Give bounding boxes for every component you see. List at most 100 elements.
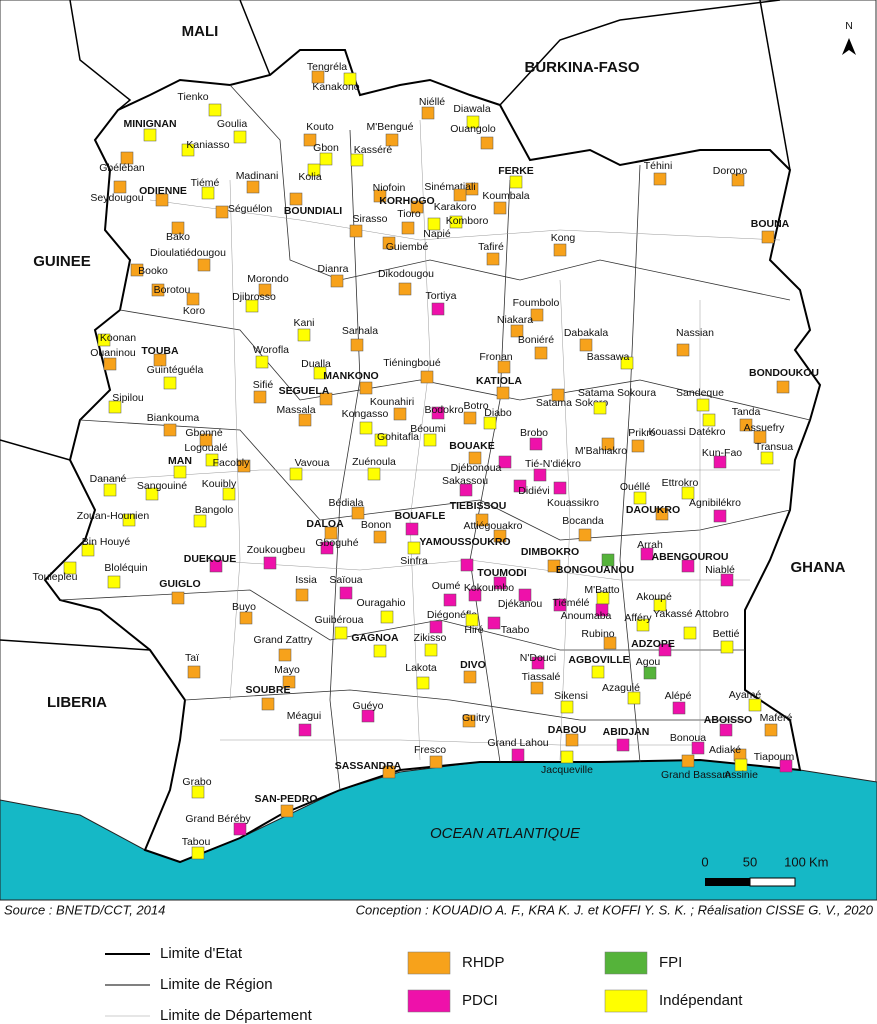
place-label: Gboguhé [315, 537, 358, 549]
north-label: N [845, 20, 853, 32]
place-marker [298, 723, 312, 737]
place-marker [261, 697, 275, 711]
place-marker [683, 626, 697, 640]
place-marker [398, 282, 412, 296]
place-label: MAN [168, 455, 192, 467]
place-label: Kouassi Datékro [648, 426, 725, 438]
place-marker [702, 413, 716, 427]
place-marker [373, 530, 387, 544]
place-label: Bédiala [328, 497, 363, 509]
credit: Conception : KOUADIO A. F., KRA K. J. et… [356, 902, 874, 917]
place-marker [351, 506, 365, 520]
place-label: Kounahiri [370, 396, 414, 408]
place-marker [720, 573, 734, 587]
place-label: DAOUKRO [626, 504, 680, 516]
place-label: Fronan [479, 351, 512, 363]
place-marker [201, 186, 215, 200]
place-marker [359, 381, 373, 395]
place-label: AGBOVILLE [568, 654, 629, 666]
legend-label: Limite de Département [160, 1007, 313, 1024]
place-label: Bettié [713, 628, 740, 640]
place-marker [565, 733, 579, 747]
place-label: BONDOUKOU [749, 367, 819, 379]
place-label: Sarhala [342, 325, 378, 337]
place-marker [63, 561, 77, 575]
place-label: Dualla [301, 358, 331, 370]
place-marker [181, 143, 195, 157]
neighbor-borders [0, 0, 791, 651]
place-label: Goulia [217, 118, 248, 130]
scale-tick-label: 100 [784, 854, 806, 869]
place-marker [319, 392, 333, 406]
place-label: Botro [463, 400, 488, 412]
place-label: BOUAKE [449, 440, 495, 452]
place-marker [761, 230, 775, 244]
place-marker [153, 353, 167, 367]
place-marker [171, 591, 185, 605]
place-label: ABIDJAN [603, 726, 650, 738]
place-marker [374, 433, 388, 447]
place-marker [423, 433, 437, 447]
place-label: Guitry [462, 712, 491, 724]
place-marker [416, 676, 430, 690]
place-label: Logoualé [184, 442, 227, 454]
place-label: Koumbala [482, 190, 529, 202]
place-marker [493, 576, 507, 590]
place-label: Kouibly [202, 478, 237, 490]
place-label: Kokoumbo [464, 582, 514, 594]
place-label: Tiassalé [522, 671, 561, 683]
place-label: MINIGNAN [123, 118, 176, 130]
place-marker [533, 468, 547, 482]
place-label: Arrah [637, 539, 663, 551]
scale-unit: Km [809, 854, 829, 869]
place-marker [553, 243, 567, 257]
place-marker [186, 292, 200, 306]
place-marker [255, 355, 269, 369]
north-arrow-head [842, 38, 856, 55]
place-marker [382, 765, 396, 779]
place-label: Kanakono [312, 81, 359, 93]
place-marker [289, 192, 303, 206]
place-label: Guiembé [386, 241, 429, 253]
place-label: Worofla [253, 344, 289, 356]
place-label: BOUNDIALI [284, 205, 342, 217]
place-label: Sinfra [400, 555, 428, 567]
place-label: Koro [183, 305, 205, 317]
place-marker [233, 822, 247, 836]
place-marker [658, 643, 672, 657]
place-marker [429, 755, 443, 769]
place-marker [551, 388, 565, 402]
place-marker [380, 610, 394, 624]
place-label: Madinani [236, 170, 279, 182]
place-marker [253, 390, 267, 404]
place-marker [311, 70, 325, 84]
place-label: Alépé [665, 690, 692, 702]
place-marker [463, 670, 477, 684]
place-label: BONGOUANOU [556, 564, 634, 576]
place-label: Transua [755, 441, 793, 453]
place-label: Dabakala [564, 327, 609, 339]
place-marker [191, 846, 205, 860]
place-label: ABENGOUROU [651, 551, 728, 563]
place-marker [208, 103, 222, 117]
place-marker [350, 338, 364, 352]
place-label: Tiéningboué [383, 357, 441, 369]
place-marker [191, 785, 205, 799]
place-label: Zuénoula [352, 456, 396, 468]
place-label: Tiapoum [754, 751, 795, 763]
place-marker [319, 152, 333, 166]
place-marker [103, 483, 117, 497]
place-label: Azaguié [602, 682, 640, 694]
place-label: M'Batto [584, 584, 619, 596]
place-marker [233, 130, 247, 144]
place-label: Kani [293, 317, 314, 329]
place-label: Tioro [397, 208, 421, 220]
place-label: Grand Zattry [254, 634, 314, 646]
place-marker [113, 180, 127, 194]
place-marker [466, 115, 480, 129]
place-label: Bonoua [670, 732, 706, 744]
place-label: Buyo [232, 601, 256, 613]
place-label: Oumé [432, 580, 461, 592]
place-label: Sangouiné [137, 480, 187, 492]
place-label: Tortiya [426, 290, 457, 302]
